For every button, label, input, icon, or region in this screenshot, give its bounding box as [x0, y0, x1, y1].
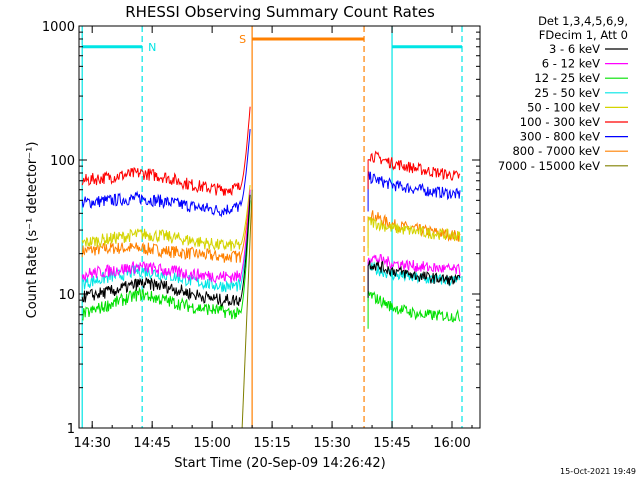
- series-6-pre: [81, 129, 251, 218]
- series-4-post: [367, 216, 461, 256]
- series-8-pre: [241, 189, 253, 429]
- legend-header-line-2: FDecim 1, Att 0: [539, 28, 628, 42]
- series-0-post: [367, 260, 461, 298]
- legend: Det 1,3,4,5,6,9, FDecim 1, Att 0 3 - 6 k…: [498, 14, 628, 173]
- x-tick-label-5: 15:45: [373, 436, 410, 451]
- series-7-pre: [81, 189, 251, 263]
- series-5: [81, 106, 461, 197]
- series-7: [81, 189, 461, 263]
- legend-label-7: 800 - 7000 keV: [512, 144, 600, 158]
- series-3: [81, 191, 461, 302]
- timestamp: 15-Oct-2021 19:49: [560, 467, 636, 476]
- x-tick-label-6: 16:00: [433, 436, 470, 451]
- legend-label-4: 50 - 100 keV: [527, 100, 600, 114]
- y-tick-label-2: 100: [50, 154, 75, 169]
- attenuator-label-0: N: [148, 41, 156, 54]
- x-tick-label-4: 15:30: [313, 436, 350, 451]
- plot-area: NS: [81, 26, 463, 429]
- series-0: [81, 194, 461, 307]
- legend-label-1: 6 - 12 keV: [542, 57, 600, 71]
- y-axis: 1 10 100 1000: [42, 20, 480, 437]
- x-tick-label-0: 14:30: [73, 436, 110, 451]
- plot-frame: [78, 25, 481, 429]
- y-axis-label: Count Rate (s⁻¹ detector⁻¹): [25, 142, 40, 319]
- legend-label-6: 300 - 800 keV: [520, 130, 600, 144]
- series-5-post: [367, 150, 461, 190]
- series-6: [81, 129, 461, 218]
- series-1-pre: [81, 189, 251, 284]
- x-axis: 14:30 14:45 15:00 15:15 15:30 15:45 16:00: [73, 26, 473, 451]
- legend-label-5: 100 - 300 keV: [520, 115, 600, 129]
- legend-label-2: 12 - 25 keV: [534, 71, 600, 85]
- legend-label-8: 7000 - 15000 keV: [498, 159, 600, 173]
- series-7-post: [367, 210, 461, 249]
- y-tick-label-1: 10: [58, 288, 75, 303]
- series-0-pre: [81, 194, 251, 307]
- series-2: [81, 200, 461, 329]
- x-axis-label: Start Time (20-Sep-09 14:26:42): [174, 456, 385, 471]
- series-1: [81, 189, 461, 292]
- attenuator-label-1: S: [239, 33, 246, 46]
- series-3-pre: [81, 191, 251, 293]
- series-8: [241, 189, 253, 429]
- y-tick-label-0: 1: [67, 422, 75, 437]
- x-tick-label-1: 14:45: [133, 436, 170, 451]
- legend-label-3: 25 - 50 keV: [534, 86, 600, 100]
- series-4: [81, 185, 461, 256]
- x-tick-label-3: 15:15: [253, 436, 290, 451]
- series-5-pre: [81, 106, 251, 197]
- chart-title: RHESSI Observing Summary Count Rates: [125, 3, 435, 21]
- y-tick-label-3: 1000: [42, 20, 75, 35]
- legend-label-0: 3 - 6 keV: [549, 42, 600, 56]
- series-6-post: [367, 171, 461, 212]
- series-4-pre: [81, 185, 251, 252]
- series-2-post: [367, 290, 461, 329]
- legend-header-line-1: Det 1,3,4,5,6,9,: [538, 14, 628, 28]
- series-2-pre: [81, 200, 251, 321]
- x-tick-label-2: 15:00: [193, 436, 230, 451]
